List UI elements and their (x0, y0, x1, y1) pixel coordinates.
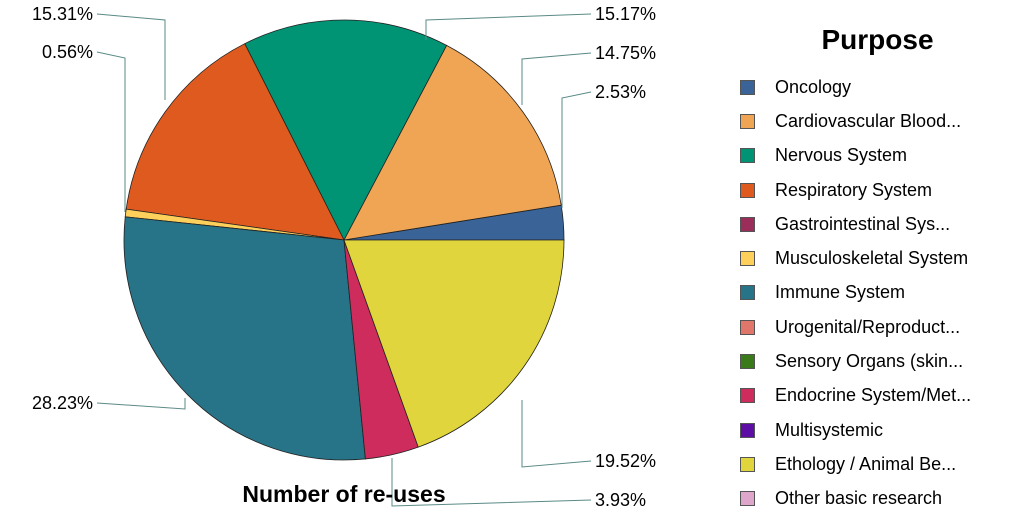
legend-label: Oncology (775, 76, 852, 97)
percent-labels: 2.53% 14.75% 15.17% 15.31% 0.56% 28.23% 3.93% 1… (32, 4, 656, 510)
percent-label: 3.93% (595, 490, 646, 510)
legend-swatch (740, 113, 755, 129)
leader-line (561, 91, 592, 208)
legend-item: Sensory Organs (skin... (740, 344, 1015, 378)
chart-caption: Number of re-uses (242, 481, 445, 507)
legend-label: Musculoskeletal System (775, 248, 969, 269)
legend-item: Other basic research (740, 482, 1015, 516)
percent-label: 28.23% (32, 393, 93, 413)
leader-line (521, 52, 592, 105)
legend-item: Musculoskeletal System (740, 241, 1015, 275)
legend-swatch (740, 491, 755, 507)
leader-lines (96, 13, 592, 507)
legend-item: Respiratory System (740, 173, 1015, 207)
legend-item: Oncology (740, 70, 1015, 104)
legend-swatch (740, 354, 755, 370)
percent-label: 15.17% (595, 4, 656, 24)
pie-chart: 2.53% 14.75% 15.17% 15.31% 0.56% 28.23% 3.93% 1… (32, 4, 656, 510)
legend-item: Urogenital/Reproduct... (740, 310, 1015, 344)
legend-swatch (740, 388, 755, 404)
legend-label: Cardiovascular Blood... (775, 110, 962, 131)
legend-label: Gastrointestinal Sys... (775, 213, 951, 234)
percent-label: 19.52% (595, 451, 656, 471)
percent-label: 15.31% (32, 4, 93, 24)
pie-slice-immune-system (123, 216, 366, 461)
legend-item: Multisystemic (740, 413, 1015, 447)
percent-label: 0.56% (42, 42, 93, 62)
leader-line (96, 51, 126, 212)
percent-label: 2.53% (595, 82, 646, 102)
legend-swatch (740, 422, 755, 438)
legend-title: Purpose (821, 24, 934, 55)
legend-item: Nervous System (740, 139, 1015, 173)
legend-label: Sensory Organs (skin... (775, 351, 964, 372)
legend-label: Respiratory System (775, 179, 933, 200)
percent-label: 14.75% (595, 43, 656, 63)
legend-item: Cardiovascular Blood... (740, 104, 1015, 138)
pie-slice-cardiovascular-blood (343, 44, 562, 241)
legend-swatch (740, 319, 755, 335)
leader-line (521, 400, 592, 468)
legend-swatch (740, 148, 755, 164)
legend-swatch (740, 79, 755, 95)
legend-swatch (740, 182, 755, 198)
pie-slice-ethology-animal-be (343, 239, 565, 448)
legend: Purpose Oncology Cardiovascular Blood... N… (740, 20, 1015, 516)
legend-swatch (740, 456, 755, 472)
legend-label: Ethology / Animal Be... (775, 453, 957, 474)
legend-label: Other basic research (775, 488, 943, 509)
legend-label: Nervous System (775, 145, 908, 166)
pie-slice-nervous-system (244, 19, 448, 241)
legend-swatch (740, 216, 755, 232)
pie-slices (123, 19, 565, 461)
leader-line (96, 13, 166, 100)
leader-line (96, 398, 186, 410)
legend-item: Gastrointestinal Sys... (740, 207, 1015, 241)
leader-line (425, 13, 592, 40)
legend-swatch (740, 251, 755, 267)
legend-label: Immune System (775, 282, 906, 303)
pie-slice-respiratory-system (125, 43, 345, 241)
legend-item: Endocrine System/Met... (740, 379, 1015, 413)
legend-label: Endocrine System/Met... (775, 385, 972, 406)
legend-item: Ethology / Animal Be... (740, 447, 1015, 481)
legend-items: Oncology Cardiovascular Blood... Nervous S… (740, 70, 1015, 516)
legend-label: Multisystemic (775, 419, 884, 440)
legend-label: Urogenital/Reproduct... (775, 316, 961, 337)
leader-line (391, 458, 592, 507)
legend-item: Immune System (740, 276, 1015, 310)
legend-swatch (740, 285, 755, 301)
